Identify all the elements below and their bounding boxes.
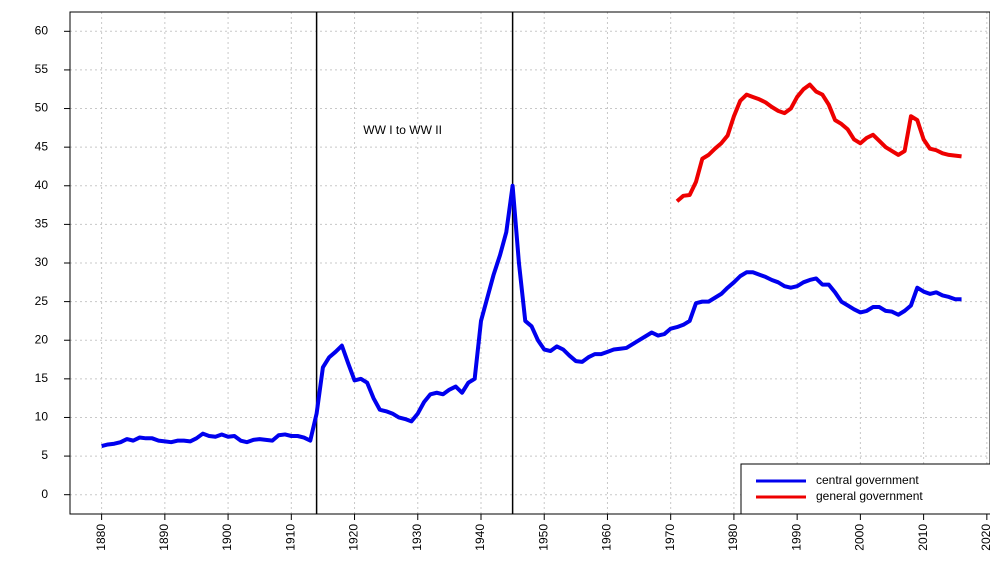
plot-frame: [69, 11, 990, 515]
y-tick-label: 20: [35, 332, 49, 346]
y-tick-label: 55: [35, 62, 49, 76]
y-tick-label: 45: [35, 139, 49, 153]
y-tick-label: 40: [35, 178, 49, 192]
legend-label: general government: [816, 489, 923, 503]
x-tick-label: 1880: [94, 524, 108, 551]
x-tick-label: 1960: [600, 524, 614, 551]
y-tick-label: 25: [35, 294, 49, 308]
y-tick-label: 5: [41, 448, 48, 462]
annotation: WW I to WW II: [363, 123, 442, 137]
x-tick-label: 2010: [916, 524, 930, 551]
x-tick-label: 1920: [347, 524, 361, 551]
series-line: [101, 183, 962, 448]
legend-box: [740, 463, 990, 515]
x-tick-label: 1910: [283, 524, 297, 551]
x-tick-label: 1940: [473, 524, 487, 551]
x-tick-label: 1930: [410, 524, 424, 551]
legend: central government general government: [740, 463, 990, 515]
x-tick-label: 2020: [979, 524, 990, 551]
x-tick-label: 1950: [536, 524, 550, 551]
series-line: [675, 82, 962, 203]
x-tick-label: 1890: [157, 524, 171, 551]
y-tick-label: 35: [35, 217, 49, 231]
y-tick-label: 30: [35, 255, 49, 269]
y-tick-label: 15: [35, 371, 49, 385]
x-tick-label: 2000: [853, 524, 867, 551]
y-tick-label: 0: [41, 487, 48, 501]
y-tick-label: 50: [35, 101, 49, 115]
x-tick-label: 1980: [726, 524, 740, 551]
x-tick-label: 1970: [663, 524, 677, 551]
y-tick-label: 10: [35, 410, 49, 424]
x-tick-label: 1990: [789, 524, 803, 551]
y-tick-label: 60: [35, 23, 49, 37]
x-tick-label: 1900: [220, 524, 234, 551]
legend-label: central government: [816, 473, 919, 487]
